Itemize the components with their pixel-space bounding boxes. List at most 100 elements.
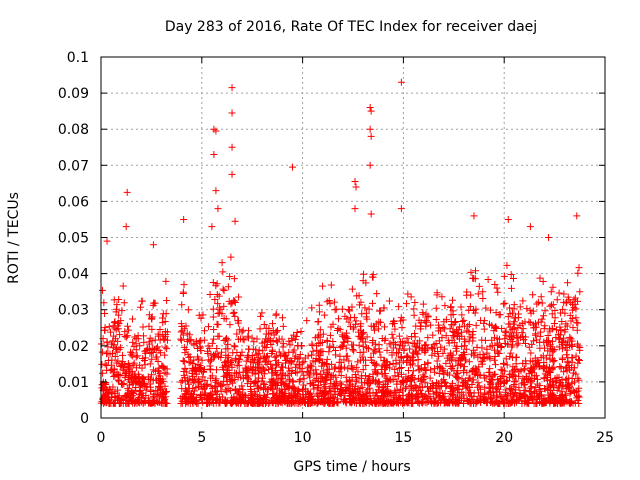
data-point: [284, 394, 292, 402]
data-point: [556, 363, 564, 371]
data-point: [432, 389, 440, 397]
data-point: [475, 382, 483, 390]
data-point: [305, 390, 313, 398]
data-point: [186, 331, 194, 339]
data-point: [567, 399, 575, 407]
data-point: [117, 317, 125, 325]
data-point: [486, 306, 494, 314]
data-point: [474, 353, 482, 361]
data-point: [337, 390, 345, 398]
data-point: [409, 385, 417, 393]
data-point: [266, 378, 274, 386]
data-point: [103, 350, 111, 358]
data-point: [468, 350, 476, 358]
data-point: [154, 343, 162, 351]
data-point: [206, 374, 214, 382]
data-point: [527, 377, 535, 385]
data-point: [258, 309, 266, 317]
data-point: [216, 380, 224, 388]
data-point: [158, 362, 166, 370]
data-point: [555, 374, 563, 382]
scatter-points: [97, 78, 584, 408]
data-point: [261, 393, 269, 401]
data-point: [405, 391, 413, 399]
data-point: [567, 299, 575, 307]
data-point: [533, 300, 541, 308]
data-point: [272, 357, 280, 365]
data-point: [376, 398, 384, 406]
data-point: [328, 372, 336, 380]
data-point: [327, 281, 335, 289]
data-point: [233, 330, 241, 338]
data-point: [98, 384, 106, 392]
data-point: [445, 371, 453, 379]
data-point: [156, 326, 164, 334]
data-point: [473, 396, 481, 404]
data-point: [139, 374, 147, 382]
data-point: [125, 326, 133, 334]
data-point: [294, 400, 302, 408]
data-point: [490, 356, 498, 364]
data-point: [212, 378, 220, 386]
data-point: [536, 387, 544, 395]
data-point: [529, 307, 537, 315]
data-point: [219, 363, 227, 371]
data-point: [279, 322, 287, 330]
data-point: [200, 384, 208, 392]
outlier-point: [212, 127, 220, 135]
data-point: [118, 307, 126, 315]
data-point: [518, 400, 526, 408]
data-point: [341, 384, 349, 392]
data-point: [272, 352, 280, 360]
data-point: [576, 288, 584, 296]
outlier-point: [228, 84, 236, 92]
data-point: [498, 325, 506, 333]
data-point: [566, 389, 574, 397]
data-point: [481, 397, 489, 405]
data-point: [309, 347, 317, 355]
data-point: [469, 399, 477, 407]
outlier-point: [367, 210, 375, 218]
data-point: [226, 273, 234, 281]
data-point: [128, 377, 136, 385]
data-point: [485, 368, 493, 376]
data-point: [313, 342, 321, 350]
data-point: [326, 300, 334, 308]
data-point: [132, 340, 140, 348]
data-point: [536, 332, 544, 340]
data-point: [565, 361, 573, 369]
data-point: [423, 317, 431, 325]
data-point: [211, 377, 219, 385]
data-point: [491, 280, 499, 288]
outlier-point: [123, 188, 131, 196]
data-point: [218, 310, 226, 318]
data-point: [371, 360, 379, 368]
data-point: [465, 306, 473, 314]
data-point: [424, 395, 432, 403]
data-point: [277, 374, 285, 382]
data-point: [159, 362, 167, 370]
data-point: [225, 297, 233, 305]
y-tick-label: 0.03: [58, 303, 89, 319]
data-point: [481, 336, 489, 344]
data-point: [575, 376, 583, 384]
data-point: [536, 391, 544, 399]
data-point: [492, 361, 500, 369]
data-point: [271, 368, 279, 376]
data-point: [225, 366, 233, 374]
data-point: [434, 363, 442, 371]
data-point: [144, 373, 152, 381]
data-point: [210, 326, 218, 334]
data-point: [103, 366, 111, 374]
data-point: [296, 394, 304, 402]
data-point: [206, 290, 214, 298]
data-point: [187, 336, 195, 344]
data-point: [250, 338, 258, 346]
data-point: [472, 321, 480, 329]
data-point: [365, 379, 373, 387]
outlier-point: [367, 132, 375, 140]
data-point: [356, 348, 364, 356]
data-point: [299, 386, 307, 394]
x-tick-label: 25: [596, 430, 614, 446]
data-point: [359, 366, 367, 374]
